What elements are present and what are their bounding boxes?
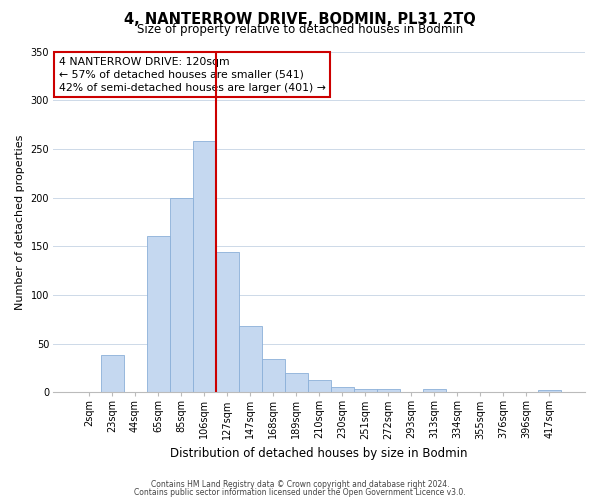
Text: Contains HM Land Registry data © Crown copyright and database right 2024.: Contains HM Land Registry data © Crown c… [151, 480, 449, 489]
Text: 4 NANTERROW DRIVE: 120sqm
← 57% of detached houses are smaller (541)
42% of semi: 4 NANTERROW DRIVE: 120sqm ← 57% of detac… [59, 56, 326, 93]
Bar [284, 373, 308, 392]
Bar [423, 390, 446, 392]
Bar [146, 236, 170, 392]
Bar [193, 141, 215, 392]
Bar [262, 359, 284, 392]
Bar [170, 198, 193, 392]
Text: Size of property relative to detached houses in Bodmin: Size of property relative to detached ho… [137, 22, 463, 36]
X-axis label: Distribution of detached houses by size in Bodmin: Distribution of detached houses by size … [170, 447, 468, 460]
Bar [308, 380, 331, 392]
Bar [215, 252, 239, 392]
Y-axis label: Number of detached properties: Number of detached properties [15, 134, 25, 310]
Bar [377, 390, 400, 392]
Bar [101, 355, 124, 392]
Bar [331, 388, 353, 392]
Text: 4, NANTERROW DRIVE, BODMIN, PL31 2TQ: 4, NANTERROW DRIVE, BODMIN, PL31 2TQ [124, 12, 476, 28]
Bar [239, 326, 262, 392]
Bar [353, 390, 377, 392]
Text: Contains public sector information licensed under the Open Government Licence v3: Contains public sector information licen… [134, 488, 466, 497]
Bar [538, 390, 561, 392]
